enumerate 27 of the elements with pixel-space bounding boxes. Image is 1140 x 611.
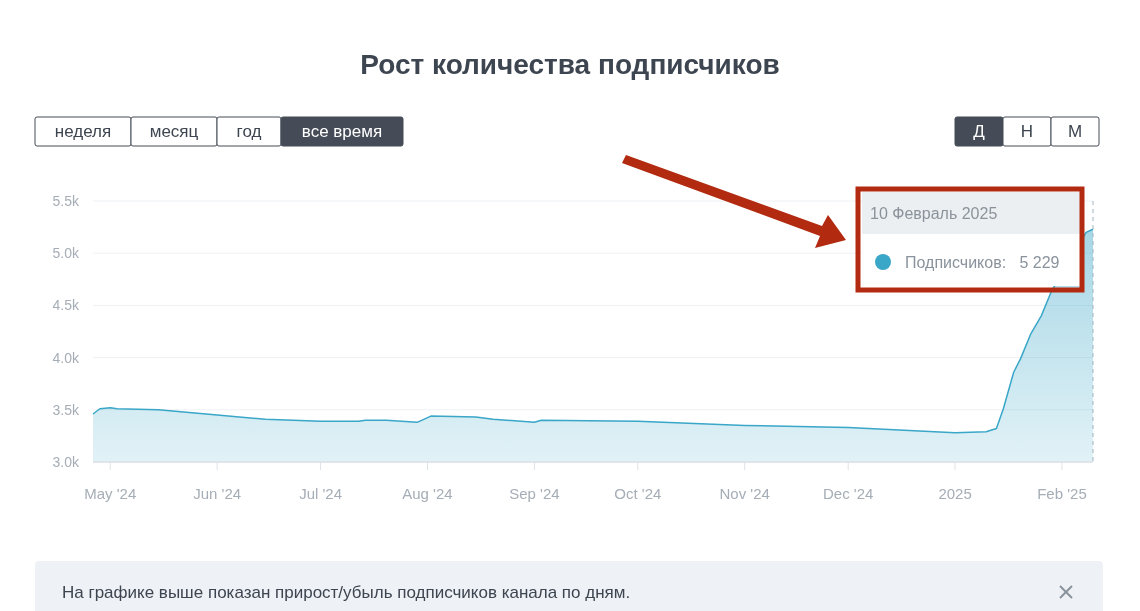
y-tick-label: 5.0k <box>52 245 80 262</box>
y-tick-label: 3.0k <box>52 454 80 470</box>
x-tick-label: Feb '25 <box>1037 485 1087 502</box>
y-tick-label: 3.5k <box>52 401 80 418</box>
annotation: 10 Февраль 2025 <box>870 205 998 222</box>
text: На графике выше показан прирост/убыль подписчиков канала по дням. <box>62 583 631 602</box>
y-tick-label: 4.0k <box>52 349 80 366</box>
chart-title: Рост количества подписчиков <box>360 49 780 80</box>
x-tick-label: May '24 <box>84 485 137 502</box>
text: Д <box>973 122 986 141</box>
text: М <box>1067 122 1083 141</box>
text: месяц <box>149 122 199 141</box>
x-tick-label: Jun '24 <box>193 485 242 502</box>
x-tick-label: Dec '24 <box>822 485 874 502</box>
x-tick-label: Aug '24 <box>402 485 453 502</box>
text: год <box>236 122 262 141</box>
x-tick-label: 2025 <box>938 485 972 502</box>
x-tick-label: Sep '24 <box>509 485 560 502</box>
x-tick-label: Nov '24 <box>719 485 770 502</box>
x-tick-label: Jul '24 <box>299 485 343 502</box>
text: неделя <box>54 122 112 141</box>
y-tick-label: 4.5k <box>52 297 80 314</box>
y-tick-label: 5.5k <box>52 193 80 209</box>
annotation: Подписчиков: 5 229 <box>905 254 1060 271</box>
text: Н <box>1020 122 1034 141</box>
x-tick-label: Oct '24 <box>614 485 662 502</box>
text: все время <box>301 122 383 141</box>
